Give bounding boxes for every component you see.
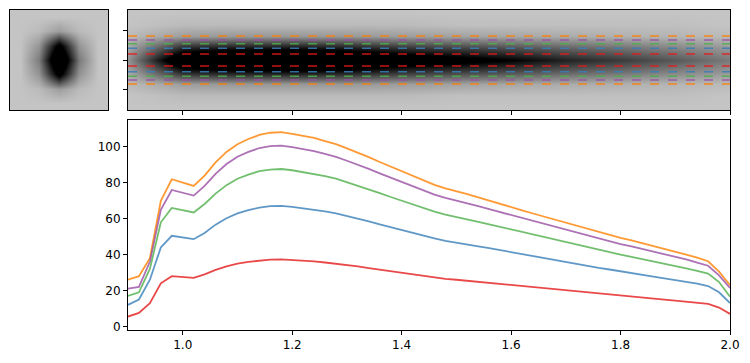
svg-text:1.8: 1.8 xyxy=(611,338,630,352)
svg-text:1.6: 1.6 xyxy=(502,338,521,352)
svg-text:20: 20 xyxy=(105,284,120,298)
svg-text:40: 40 xyxy=(105,248,120,262)
svg-text:80: 80 xyxy=(105,176,120,190)
svg-text:0: 0 xyxy=(113,320,121,334)
svg-text:100: 100 xyxy=(98,140,121,154)
svg-text:1.2: 1.2 xyxy=(283,338,302,352)
svg-text:2.0: 2.0 xyxy=(720,338,739,352)
svg-text:60: 60 xyxy=(105,212,120,226)
svg-text:1.4: 1.4 xyxy=(392,338,411,352)
svg-text:1.0: 1.0 xyxy=(173,338,192,352)
